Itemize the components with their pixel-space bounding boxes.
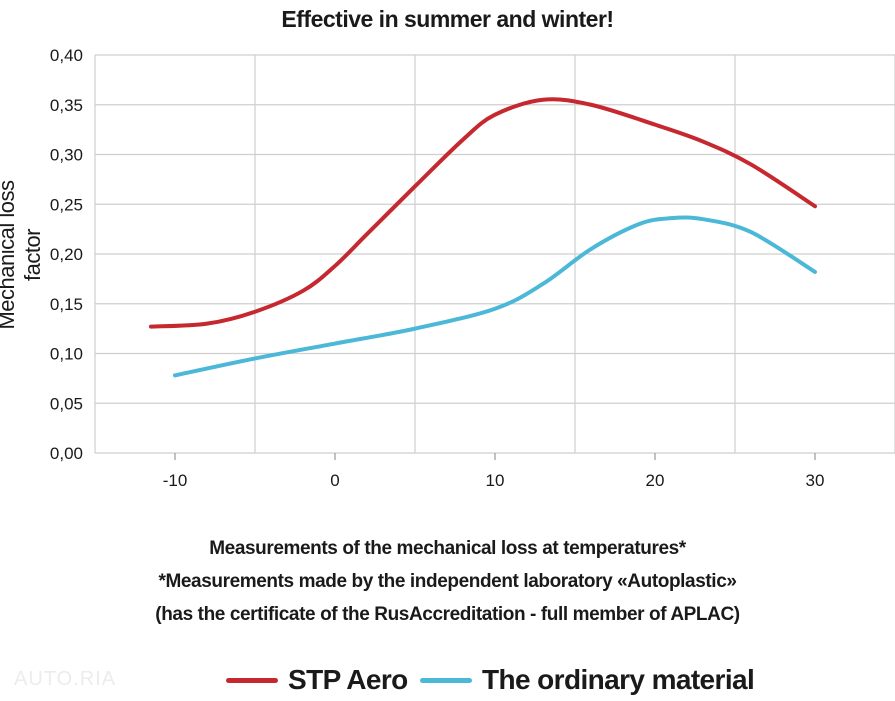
footnote-1: *Measurements made by the independent la… (158, 571, 737, 592)
series-line-stp-aero (149, 97, 817, 329)
legend-item-stp-aero: STP Aero (226, 660, 408, 700)
series-line-the-ordinary-material (173, 215, 817, 378)
legend-item-ordinary-material: The ordinary material (420, 660, 755, 700)
footnote-2: (has the certificate of the RusAccredita… (155, 604, 740, 625)
y-tick-label: 0,15 (50, 295, 83, 314)
x-tick-label: 10 (486, 471, 505, 490)
y-tick-label: 0,20 (50, 245, 83, 264)
y-tick-label: 0,40 (50, 46, 83, 65)
y-tick-label: 0,00 (50, 444, 83, 463)
watermark-logo: AUTO.RIA (14, 668, 117, 690)
x-tick-label: 0 (330, 471, 339, 490)
x-axis-label: Measurements of the mechanical loss at t… (209, 538, 686, 559)
y-tick-label: 0,35 (50, 96, 83, 115)
y-tick-label: 0,10 (50, 345, 83, 364)
x-tick-label: -10 (163, 471, 188, 490)
y-tick-label: 0,30 (50, 146, 83, 165)
line-chart: 0,00 0,05 0,10 0,15 0,20 0,25 0,30 0,35 0,40 -10 0… (50, 46, 895, 490)
legend-swatch-stp-aero (226, 677, 278, 683)
legend: STP Aero The ordinary material (0, 660, 895, 700)
chart-title: Effective in summer and winter! (281, 6, 614, 32)
legend-label-ordinary-material: The ordinary material (482, 664, 755, 695)
y-tick-label: 0,05 (50, 394, 83, 413)
y-tick-label: 0,25 (50, 195, 83, 214)
x-tick-label: 30 (806, 471, 825, 490)
x-tick-label: 20 (646, 471, 665, 490)
legend-label-stp-aero: STP Aero (288, 664, 408, 695)
legend-swatch-ordinary-material (420, 677, 472, 683)
